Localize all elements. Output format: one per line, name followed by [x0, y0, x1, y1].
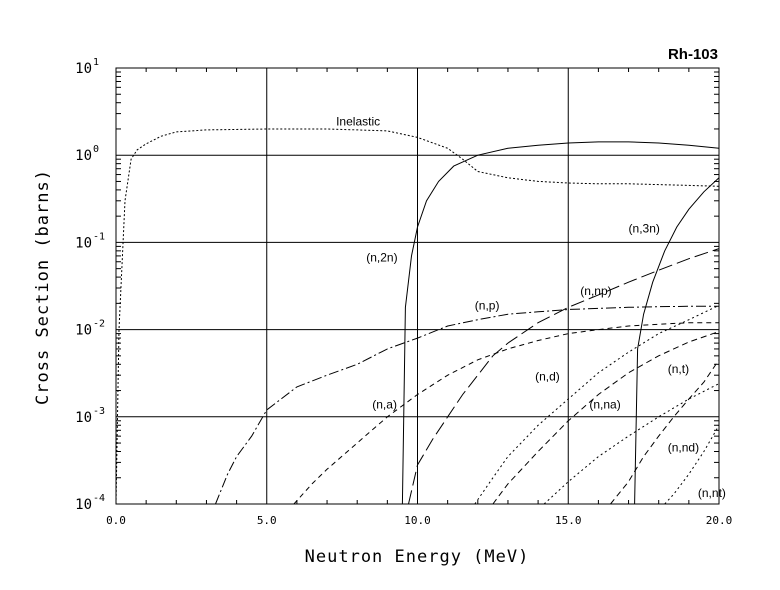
- y-tick-label: 10: [75, 323, 92, 339]
- x-axis-label: Neutron Energy (MeV): [305, 547, 530, 567]
- series-line-n-a: [293, 322, 719, 505]
- y-tick-label: 10: [75, 410, 92, 426]
- y-tick-label: 10: [75, 235, 92, 251]
- y-axis-label: Cross Section (barns): [33, 169, 53, 405]
- curve-label: (n,t): [668, 362, 689, 376]
- chart-title: Rh-103: [668, 46, 718, 63]
- series-line-n-nt: [664, 425, 720, 505]
- y-tick-exponent: -4: [93, 493, 105, 504]
- y-tick-label: 10: [75, 497, 92, 513]
- y-tick-exponent: -2: [93, 319, 105, 330]
- curve-label: Inelastic: [336, 114, 380, 128]
- x-tick-label: 15.0: [555, 514, 582, 527]
- y-tick-exponent: 0: [93, 144, 99, 155]
- series-line-n-na: [492, 331, 720, 505]
- series-lines: [115, 128, 720, 505]
- y-tick-exponent: 1: [93, 57, 99, 68]
- curve-label: (n,np): [580, 284, 611, 298]
- series-line-inelastic: [115, 128, 720, 505]
- curve-annotations: Inelastic (n,2n) (n,3n) (n,np) (n,p) (n,a) (n,…: [336, 114, 726, 500]
- curve-label: (n,p): [475, 299, 500, 313]
- curve-label: (n,a): [372, 397, 397, 411]
- y-tick-label: 10: [75, 148, 92, 164]
- y-tick-label: 10: [75, 61, 92, 77]
- series-line-n-p: [215, 305, 719, 505]
- curve-label: (n,3n): [629, 221, 660, 235]
- y-tick-exponent: -1: [93, 231, 105, 242]
- x-tick-label: 5.0: [257, 514, 277, 527]
- x-tick-label: 10.0: [404, 514, 431, 527]
- x-tick-label: 0.0: [106, 514, 126, 527]
- curve-label: (n,na): [589, 397, 620, 411]
- curve-label: (n,2n): [366, 251, 397, 265]
- series-line-n-2n: [401, 141, 720, 505]
- curve-label: (n,nd): [668, 441, 699, 455]
- series-line-n-d: [474, 304, 720, 505]
- curve-label: (n,d): [535, 370, 560, 384]
- series-line-n-np: [408, 248, 720, 505]
- grid-lines: [115, 67, 720, 505]
- series-line-n-nd: [610, 359, 720, 505]
- y-tick-exponent: -3: [93, 406, 105, 417]
- series-line-n-3n: [634, 177, 720, 505]
- x-tick-label: 20.0: [706, 514, 733, 527]
- curve-label: (n,nt): [698, 486, 726, 500]
